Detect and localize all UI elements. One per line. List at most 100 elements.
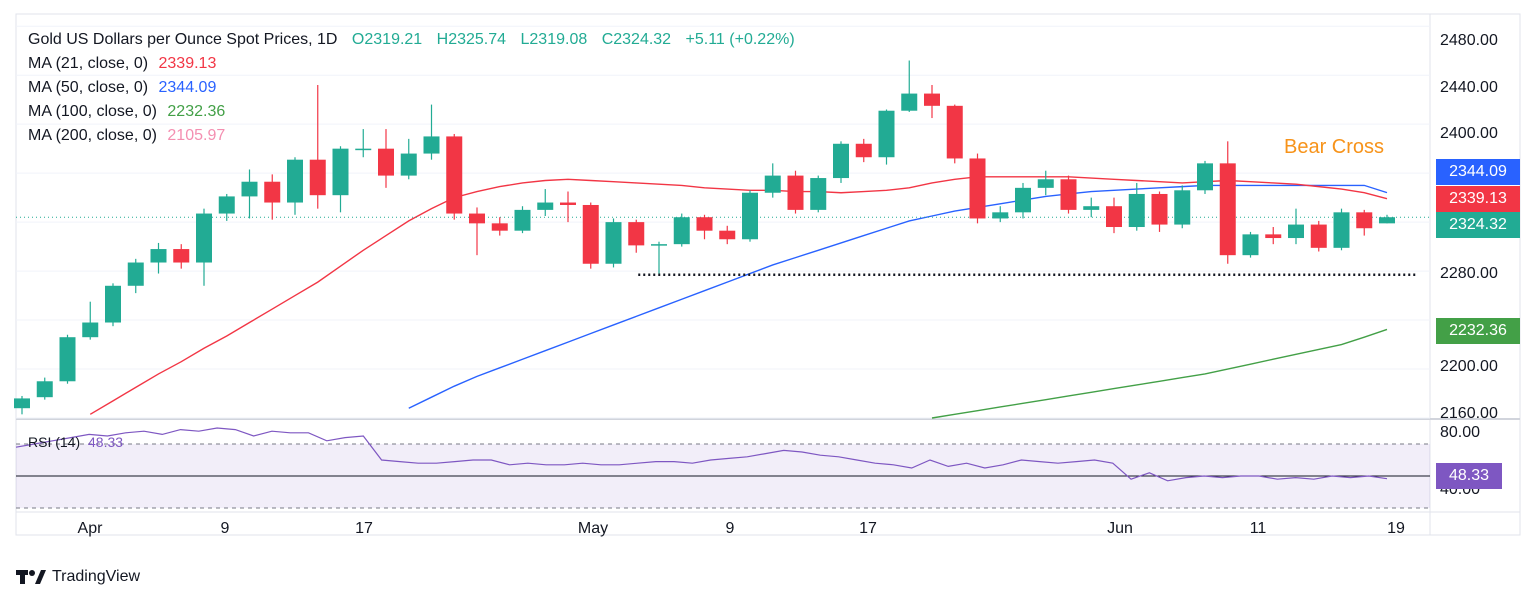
ohlc-low: L2319.08 xyxy=(520,31,588,48)
candle-up xyxy=(332,148,349,196)
candle-down xyxy=(855,143,872,158)
ma200-label: MA (200, close, 0) xyxy=(28,127,157,144)
rsi-value: 48.33 xyxy=(88,434,124,450)
candle-up xyxy=(355,148,372,151)
ma50-price-tag: 2344.09 xyxy=(1436,159,1520,185)
candle-up xyxy=(1083,206,1100,210)
candle-down xyxy=(309,159,326,196)
y-tick-label: 2280.00 xyxy=(1440,265,1498,282)
x-tick-label: 9 xyxy=(725,520,735,537)
ma100-label: MA (100, close, 0) xyxy=(28,103,157,120)
ma100-price-tag: 2232.36 xyxy=(1436,318,1520,344)
rsi-line xyxy=(15,427,1388,482)
candle-up xyxy=(764,175,781,193)
ma50-label: MA (50, close, 0) xyxy=(28,79,149,96)
ma21-line xyxy=(89,176,1388,415)
candle-up xyxy=(1037,179,1054,188)
chart-frame xyxy=(15,13,1521,536)
candle-up xyxy=(810,178,827,210)
candle-up xyxy=(150,249,167,263)
bear-cross-annotation: Bear Cross xyxy=(1284,136,1385,158)
candle-down xyxy=(628,222,645,246)
candle-down xyxy=(1060,179,1077,210)
y-tick-label: 2200.00 xyxy=(1440,358,1498,375)
tradingview-brand[interactable]: TradingView xyxy=(16,568,140,586)
candle-down xyxy=(1265,234,1282,239)
ma100-value: 2232.36 xyxy=(167,103,226,120)
candle-up xyxy=(1128,193,1145,228)
candle-down xyxy=(173,249,190,263)
candle-up xyxy=(287,159,303,203)
y-tick-label: 2440.00 xyxy=(1440,79,1498,96)
candle-up xyxy=(651,244,667,246)
candle-down xyxy=(924,93,940,106)
y-tick-label: 2480.00 xyxy=(1440,32,1498,49)
candle-up xyxy=(14,398,30,409)
candle-up xyxy=(1379,217,1395,224)
ma21-label: MA (21, close, 0) xyxy=(28,55,149,72)
candle-up xyxy=(605,222,622,264)
legend-title-row: Gold US Dollars per Ounce Spot Prices, 1… xyxy=(28,28,795,52)
candle-up xyxy=(36,381,53,398)
x-tick-label: 11 xyxy=(1249,520,1267,537)
candle-down xyxy=(787,175,804,210)
ohlc-change: +5.11 (+0.22%) xyxy=(685,31,795,48)
legend-ma200: MA (200, close, 0) 2105.97 xyxy=(28,124,795,148)
y-tick-label: 2400.00 xyxy=(1440,125,1498,142)
ma50-value: 2344.09 xyxy=(158,79,217,96)
candle-down xyxy=(696,217,713,231)
ma50-line xyxy=(408,184,1388,409)
candle-down xyxy=(1310,224,1327,248)
candle-up xyxy=(742,192,758,240)
candle-down xyxy=(969,158,986,219)
candle-up xyxy=(1015,187,1031,213)
candle-down xyxy=(719,230,736,240)
candle-up xyxy=(82,322,99,338)
x-tick-label: May xyxy=(577,520,609,537)
candle-down xyxy=(378,148,394,176)
ma100-line xyxy=(931,328,1388,419)
candle-up xyxy=(105,285,121,323)
x-tick-label: 17 xyxy=(355,520,373,537)
rsi-price-tag: 48.33 xyxy=(1436,463,1502,489)
rsi-label: RSI (14) xyxy=(28,434,81,450)
candle-up xyxy=(537,202,554,210)
candle-up xyxy=(878,110,895,158)
x-tick-label: 9 xyxy=(220,520,230,537)
candle-up xyxy=(218,196,235,214)
candle-down xyxy=(491,223,508,231)
candle-up xyxy=(833,143,849,179)
candle-up xyxy=(400,153,417,176)
ohlc-close: C2324.32 xyxy=(601,31,672,48)
ma21-value: 2339.13 xyxy=(158,55,217,72)
rsi-y-tick-label: 80.00 xyxy=(1440,424,1481,441)
candle-up xyxy=(241,181,258,197)
chart-legend: Gold US Dollars per Ounce Spot Prices, 1… xyxy=(28,28,795,148)
tradingview-name: TradingView xyxy=(52,568,141,585)
candle-up xyxy=(1333,212,1350,248)
symbol-title: Gold US Dollars per Ounce Spot Prices, 1… xyxy=(28,31,338,48)
candle-down xyxy=(1151,193,1168,225)
candle-up xyxy=(1174,190,1191,225)
candle-down xyxy=(560,202,576,205)
legend-ma100: MA (100, close, 0) 2232.36 xyxy=(28,100,795,124)
candle-up xyxy=(1197,163,1213,191)
x-tick-label: Apr xyxy=(77,520,103,537)
last-price-tag: 2324.32 xyxy=(1436,212,1520,238)
candle-up xyxy=(196,213,212,263)
candle-up xyxy=(673,217,690,245)
ma200-value: 2105.97 xyxy=(167,127,226,144)
x-tick-label: 17 xyxy=(859,520,877,537)
candle-up xyxy=(423,136,440,154)
candle-down xyxy=(946,105,963,159)
ma21-price-tag: 2339.13 xyxy=(1436,186,1520,212)
legend-ma21: MA (21, close, 0) 2339.13 xyxy=(28,52,795,76)
legend-ma50: MA (50, close, 0) 2344.09 xyxy=(28,76,795,100)
y-tick-label: 2160.00 xyxy=(1440,405,1498,422)
candle-up xyxy=(514,209,531,231)
candle-down xyxy=(582,204,599,264)
candle-down xyxy=(264,181,281,203)
ohlc-open: O2319.21 xyxy=(351,31,423,48)
candle-up xyxy=(1288,224,1304,239)
